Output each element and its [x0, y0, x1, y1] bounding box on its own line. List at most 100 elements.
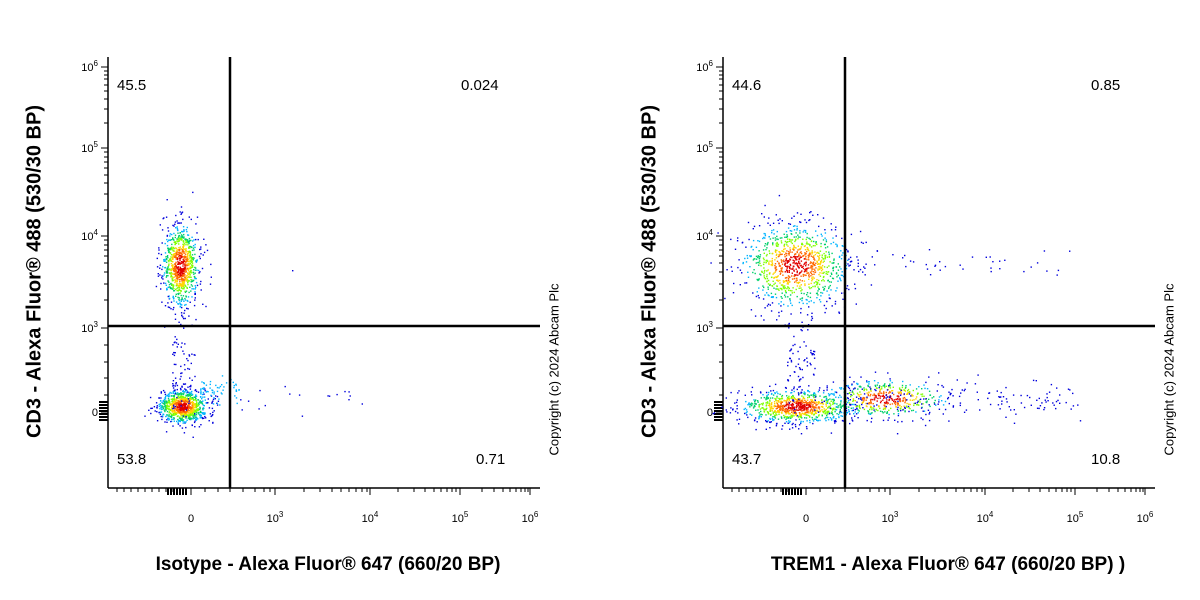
trem1-positive-cluster — [869, 413, 872, 415]
bridge-events — [812, 373, 815, 375]
cd3-positive-cluster — [170, 276, 172, 278]
lr-sparse-events — [885, 405, 887, 408]
cd3-positive-cluster — [784, 264, 786, 266]
cd3-negative-cluster — [199, 406, 201, 409]
trem1-positive-cluster — [867, 384, 869, 387]
cd3-negative-cluster — [779, 398, 781, 400]
cd3-positive-cluster — [171, 248, 173, 250]
cd3-positive-cluster — [176, 240, 178, 242]
cd3-negative-cluster — [795, 406, 797, 408]
cd3-positive-cluster — [786, 238, 789, 240]
bridge-events — [813, 350, 816, 353]
cd3-positive-cluster — [799, 251, 801, 254]
cd3-positive-cluster — [783, 244, 785, 246]
cd3-positive-cluster — [752, 271, 754, 274]
cd3-negative-cluster — [781, 401, 783, 403]
cd3-negative-cluster — [769, 397, 772, 399]
trem1-positive-cluster — [870, 389, 872, 391]
cd3-positive-cluster — [757, 294, 759, 297]
cd3-positive-cluster — [806, 236, 808, 239]
cd3-negative-cluster — [775, 423, 778, 425]
trem1-positive-cluster — [928, 419, 931, 422]
cd3-negative-cluster — [792, 394, 794, 397]
cd3-negative-cluster — [192, 405, 195, 407]
cd3-positive-cluster — [780, 242, 783, 244]
cd3-positive-cluster — [175, 268, 177, 270]
cd3-negative-cluster — [806, 427, 808, 430]
lr-sparse-events — [1057, 399, 1059, 402]
cd3-positive-cluster — [777, 288, 779, 290]
bridge-events — [174, 393, 177, 395]
cd3-negative-cluster — [763, 396, 765, 399]
cd3-negative-cluster — [756, 421, 758, 423]
cd3-positive-cluster — [168, 249, 170, 252]
cd3-negative-cluster — [817, 401, 820, 403]
cd3-negative-cluster — [794, 397, 796, 400]
cd3-positive-cluster — [778, 254, 780, 256]
cd3-positive-cluster — [853, 269, 855, 271]
cd3-positive-cluster — [170, 268, 173, 270]
cd3-negative-cluster — [168, 411, 171, 413]
cd3-negative-cluster — [822, 403, 824, 405]
ur-events — [989, 256, 991, 258]
cd3-negative-cluster — [819, 395, 821, 397]
cd3-negative-cluster — [178, 411, 180, 413]
cd3-negative-cluster — [784, 408, 786, 410]
cd3-positive-cluster — [183, 283, 185, 286]
cd3-positive-cluster — [185, 248, 187, 250]
cd3-positive-cluster — [828, 281, 831, 283]
cd3-positive-cluster — [183, 263, 186, 265]
trem1-positive-cluster — [893, 393, 895, 396]
cd3-negative-cluster — [830, 400, 832, 402]
cd3-positive-cluster — [816, 243, 818, 246]
cd3-positive-cluster — [810, 265, 812, 267]
cd3-negative-cluster — [712, 413, 715, 415]
bridge-events — [178, 321, 180, 323]
cd3-positive-cluster — [811, 278, 814, 280]
cd3-positive-cluster — [788, 260, 790, 263]
cd3-positive-cluster — [769, 238, 772, 240]
trem1-positive-cluster — [867, 393, 869, 396]
cd3-negative-cluster — [788, 395, 790, 398]
trem1-positive-cluster — [868, 392, 870, 394]
cd3-positive-cluster — [805, 243, 808, 245]
cd3-positive-cluster — [803, 254, 805, 257]
trem1-positive-cluster — [863, 389, 865, 392]
cd3-positive-cluster — [174, 241, 177, 243]
cd3-positive-cluster — [774, 263, 777, 265]
cd3-positive-cluster — [168, 281, 170, 283]
cd3-negative-cluster — [786, 416, 788, 418]
cd3-positive-cluster — [761, 213, 763, 215]
trem1-positive-cluster — [861, 402, 863, 404]
cd3-negative-cluster — [187, 405, 189, 407]
lr-sparse-events — [1052, 402, 1054, 404]
lr-sparse-events — [1001, 400, 1003, 402]
cd3-positive-cluster — [196, 216, 199, 218]
cd3-negative-cluster — [808, 412, 810, 414]
cd3-negative-cluster — [182, 416, 185, 418]
cd3-positive-cluster — [174, 223, 176, 225]
bridge-events — [793, 335, 795, 338]
cd3-negative-cluster — [166, 414, 168, 416]
cd3-negative-cluster — [173, 396, 175, 399]
cd3-negative-cluster — [189, 397, 191, 399]
cd3-negative-cluster — [177, 396, 180, 398]
cd3-positive-cluster — [820, 261, 822, 263]
cd3-positive-cluster — [806, 246, 809, 249]
cd3-positive-cluster — [818, 273, 820, 276]
cd3-positive-cluster — [175, 254, 177, 256]
cd3-negative-cluster — [778, 397, 780, 400]
cd3-positive-cluster — [182, 256, 184, 258]
trem1-positive-cluster — [956, 379, 958, 381]
left-plot-panel: 0 103 104 105 106 0 103 104 105 106 CD3 - Alexa F… — [24, 57, 562, 575]
cd3-positive-cluster — [770, 276, 773, 279]
trem1-positive-cluster — [904, 401, 906, 404]
cd3-negative-cluster — [751, 394, 753, 396]
cd3-negative-cluster — [797, 404, 800, 406]
cd3-negative-cluster — [851, 417, 853, 419]
cd3-negative-cluster — [819, 410, 821, 413]
cd3-negative-cluster — [812, 422, 814, 425]
cd3-positive-cluster — [788, 238, 791, 241]
cd3-positive-cluster — [169, 233, 171, 235]
cd3-positive-cluster — [194, 269, 197, 271]
